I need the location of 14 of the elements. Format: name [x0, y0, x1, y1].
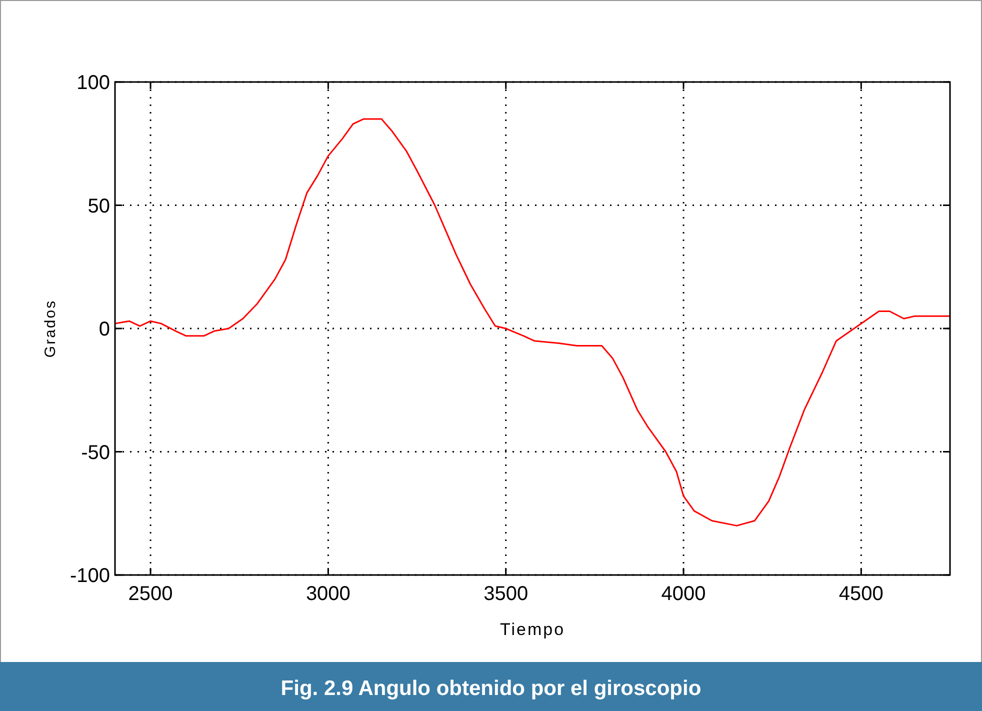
text: Fig. 2.9 Angulo obtenido por el giroscopio	[280, 677, 702, 700]
y-axis-title: Grados	[42, 299, 59, 358]
y-tick-label: 0	[98, 318, 110, 340]
x-tick-label: 3000	[306, 583, 350, 605]
y-tick-label: -50	[81, 442, 110, 464]
y-tick-label: 100	[76, 72, 110, 94]
x-axis-title: Tiempo	[500, 620, 566, 639]
x-tick-label: 4000	[661, 583, 706, 605]
x-tick-label: 3500	[484, 583, 528, 605]
y-tick-label: -100	[70, 565, 110, 587]
x-tick-label: 4500	[838, 583, 884, 605]
y-tick-label: 50	[88, 195, 110, 218]
line-series	[114, 118, 951, 526]
x-tick-label: 2500	[128, 583, 173, 605]
